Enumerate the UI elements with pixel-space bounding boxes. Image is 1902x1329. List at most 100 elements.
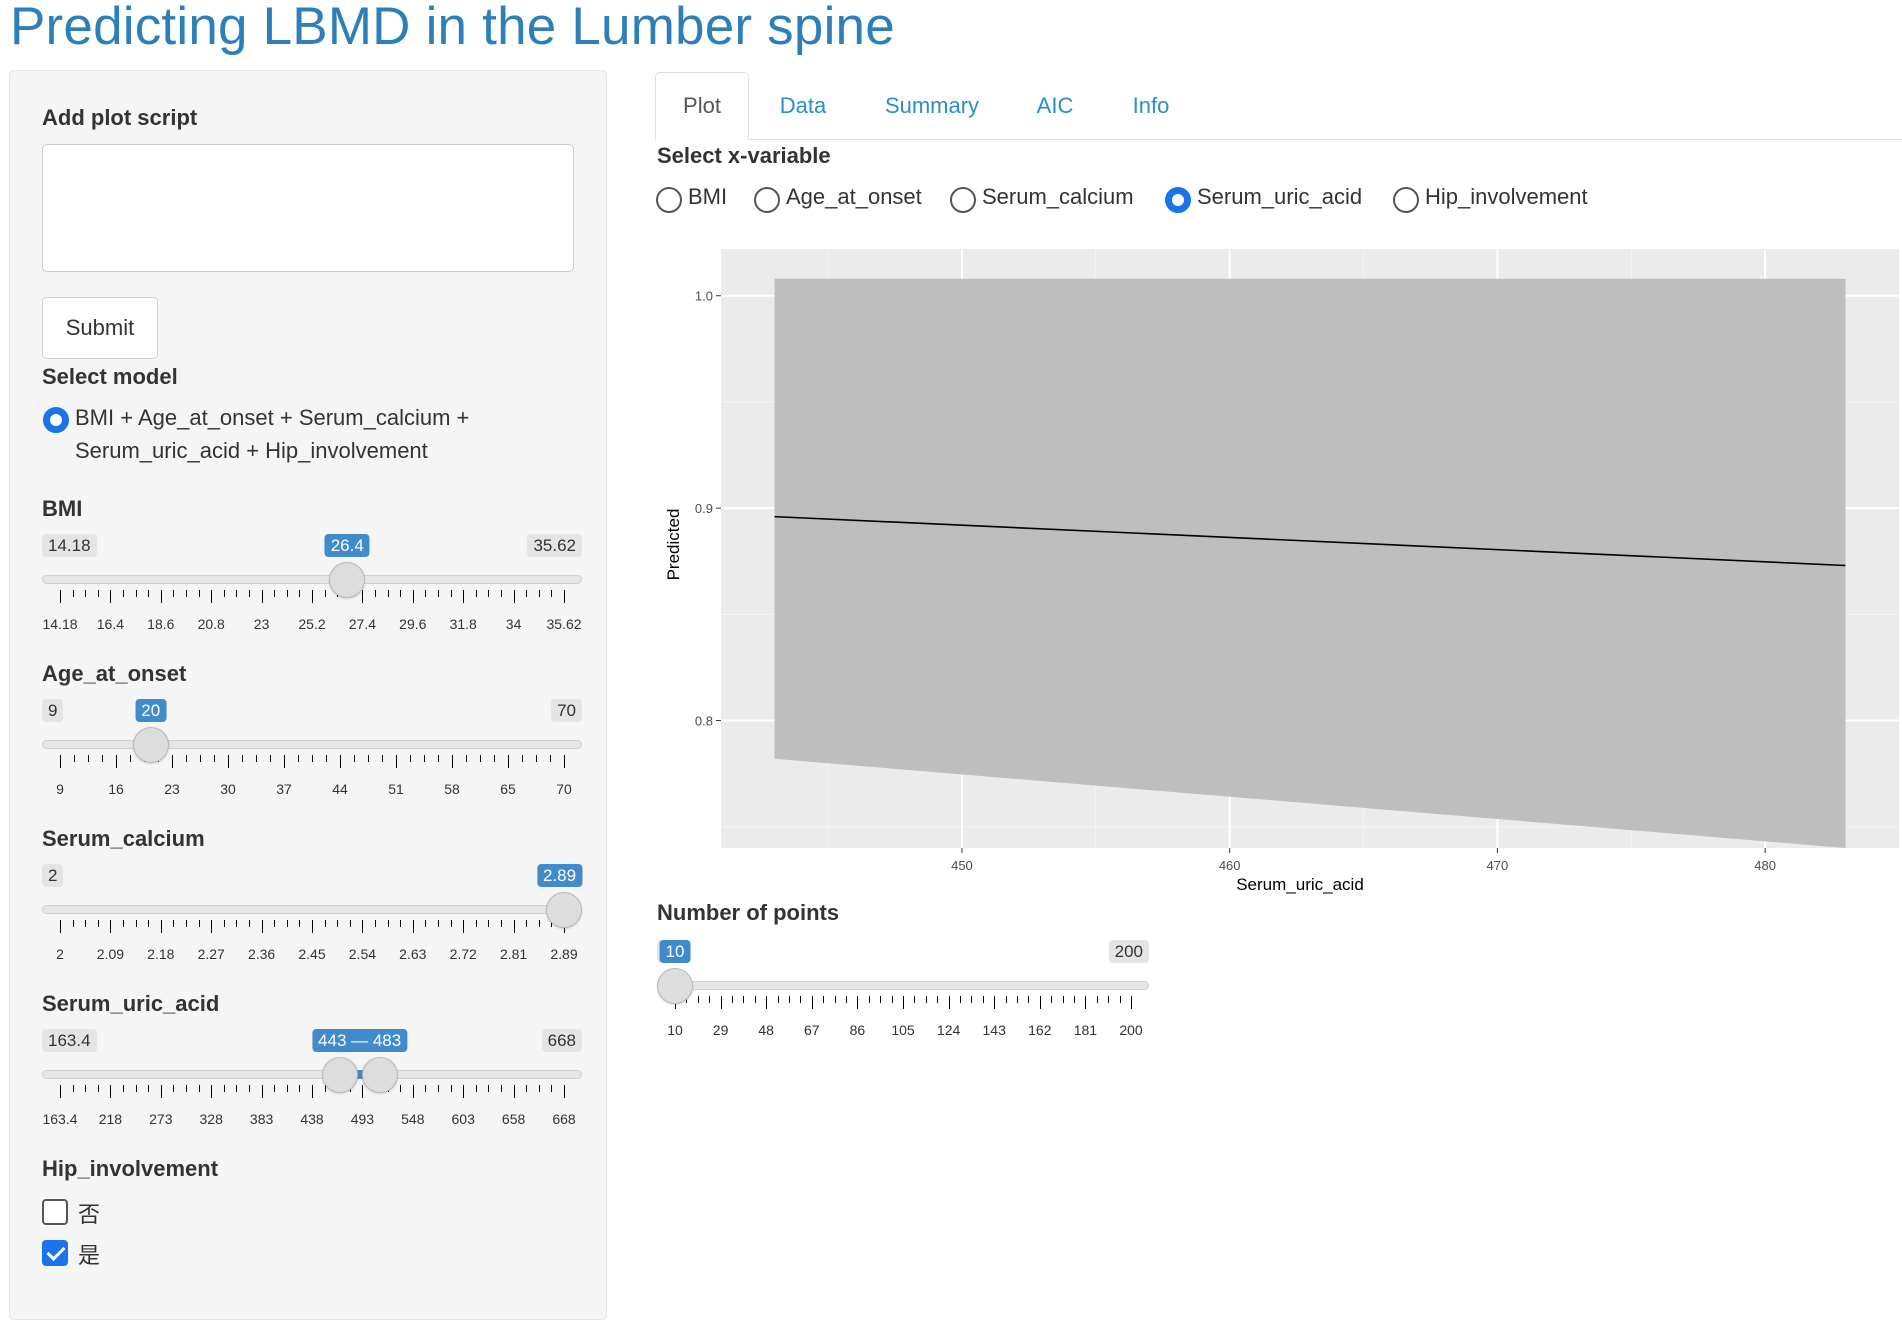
age-slider-tick-label: 9 (56, 781, 64, 797)
hip-option-yes-checkbox[interactable] (42, 1240, 68, 1266)
points-slider-tick-label: 29 (712, 1022, 729, 1038)
number-of-points-slider[interactable]: 10200101029486786105124143162181200 (657, 940, 1149, 1060)
points-slider-tick-label: 162 (1028, 1022, 1052, 1038)
hip-option-yes-label: 是 (78, 1243, 101, 1268)
xvar-radio-serum-calcium[interactable] (950, 187, 976, 213)
uric-acid-slider-minor-tick (286, 1085, 288, 1092)
y-tick-label: 1.0 (695, 289, 713, 304)
age-slider-tick-label: 37 (276, 781, 292, 797)
uric-acid-slider-tick-label: 273 (149, 1111, 173, 1127)
points-slider-minor-tick (937, 996, 939, 1003)
hip-option-no-checkbox[interactable] (42, 1199, 68, 1225)
age-slider-handle[interactable] (132, 727, 169, 763)
tab-aic[interactable]: AIC (1036, 93, 1074, 118)
age-slider-minor-tick (522, 755, 523, 762)
calcium-slider-minor-tick (538, 920, 540, 927)
calcium-slider-minor-tick (97, 920, 99, 927)
bmi-slider-minor-tick (173, 590, 175, 597)
serum-uric-acid-label: Serum_uric_acid (42, 991, 220, 1016)
xvar-radio-hip-involvement[interactable] (1393, 187, 1419, 213)
uric-acid-slider-minor-tick (223, 1085, 225, 1092)
points-slider-handle[interactable] (657, 968, 693, 1004)
bmi-slider[interactable]: 14.18 35.62 26.4 14.18 16.4 18.6 20.8 23 25.2 27.… (42, 534, 582, 654)
uric-acid-slider-minor-tick (551, 1085, 553, 1092)
age-slider-tick-label: 44 (332, 781, 348, 797)
age-slider-major-tick (60, 755, 61, 768)
calcium-slider-major-tick (463, 920, 465, 933)
select-model-label: Select model (42, 364, 178, 389)
age-slider-max-badge: 70 (551, 699, 582, 722)
bmi-slider-major-tick (110, 590, 112, 603)
uric-acid-slider-tick-label: 548 (401, 1111, 425, 1127)
xvar-radio-age-at-onset[interactable] (754, 187, 780, 213)
points-slider-minor-tick (732, 996, 733, 1003)
page-title: Predicting LBMD in the Lumber spine (10, 0, 895, 56)
bmi-slider-major-tick (463, 590, 465, 603)
submit-button[interactable]: Submit (42, 297, 158, 359)
uric-acid-slider-handle-low[interactable] (321, 1057, 358, 1093)
uric-acid-slider-handle-high[interactable] (361, 1057, 398, 1093)
serum-calcium-slider[interactable]: 2 2.89 2.89 2 2.09 2.18 2.27 2.36 2.45 2.54 2.63 2.… (42, 864, 583, 984)
points-slider-tick-label: 67 (804, 1022, 820, 1038)
model-radio[interactable] (43, 407, 69, 433)
age-slider-tick-label: 70 (556, 781, 572, 797)
calcium-slider-minor-tick (249, 920, 250, 927)
tab-info[interactable]: Info (1132, 93, 1170, 118)
age-slider-value-badge: 20 (135, 699, 167, 722)
points-slider-minor-tick (743, 996, 745, 1003)
points-slider-minor-tick (777, 996, 779, 1003)
uric-acid-slider-tick-label: 218 (98, 1111, 123, 1127)
calcium-slider-tick-label: 2.36 (247, 946, 276, 962)
calcium-slider-tick-label: 2 (56, 946, 64, 962)
age-slider-major-tick (172, 755, 173, 768)
calcium-slider-tick-label: 2.54 (348, 946, 377, 962)
age-slider-minor-tick (326, 755, 327, 762)
calcium-slider-minor-tick (148, 920, 150, 927)
points-slider-major-tick (857, 996, 859, 1009)
tab-data[interactable]: Data (779, 93, 827, 118)
age-slider-minor-tick (480, 755, 481, 762)
points-slider-minor-tick (880, 996, 882, 1003)
uric-acid-slider-minor-tick (123, 1085, 124, 1092)
xvar-option-bmi: BMI (688, 184, 728, 209)
uric-acid-slider-tick-label: 658 (501, 1111, 526, 1127)
calcium-slider-tick-label: 2.27 (197, 946, 225, 962)
points-slider-track (657, 981, 1149, 990)
uric-acid-slider-minor-tick (85, 1085, 87, 1092)
uric-acid-slider-minor-tick (425, 1085, 427, 1092)
calcium-slider-minor-tick (324, 920, 326, 927)
calcium-slider-minor-tick (72, 920, 74, 927)
uric-acid-slider-minor-tick (475, 1085, 477, 1092)
bmi-slider-major-tick (513, 590, 515, 603)
y-axis-title: Predicted (664, 509, 683, 581)
tab-summary[interactable]: Summary (884, 93, 980, 118)
age-slider-tick-label: 58 (444, 781, 460, 797)
x-tick-label: 480 (1754, 858, 1776, 873)
age-slider-major-tick (396, 755, 397, 768)
plot-script-textarea[interactable] (42, 144, 574, 272)
calcium-slider-minor-tick (438, 920, 439, 927)
calcium-slider-handle[interactable] (546, 892, 582, 928)
bmi-slider-minor-tick (400, 590, 402, 597)
age-slider-minor-tick (312, 755, 313, 762)
age-slider-minor-tick (88, 755, 89, 762)
xvar-radio-serum-uric-acid[interactable] (1165, 187, 1191, 213)
uric-acid-slider-major-tick (513, 1085, 515, 1098)
bmi-slider-minor-tick (286, 590, 288, 597)
bmi-slider-value-badge: 26.4 (324, 534, 370, 557)
bmi-slider-handle[interactable] (329, 562, 366, 598)
uric-acid-slider-minor-tick (274, 1085, 276, 1092)
points-slider-major-tick (1085, 996, 1087, 1009)
bmi-slider-minor-tick (551, 590, 553, 597)
age-slider-minor-tick (130, 755, 131, 762)
points-slider-major-tick (903, 996, 904, 1009)
tab-plot[interactable]: Plot (655, 72, 749, 140)
bmi-slider-minor-tick (236, 590, 238, 597)
serum-uric-acid-slider[interactable]: 163.4 668 443 — 483 163.4 218 273 328 383 438 493… (42, 1029, 582, 1149)
bmi-slider-tick-label: 34 (505, 616, 522, 632)
xvar-radio-bmi[interactable] (656, 187, 682, 213)
bmi-slider-tick-label: 20.8 (197, 616, 225, 632)
calcium-slider-major-tick (60, 920, 61, 933)
points-slider-minor-tick (789, 996, 790, 1003)
age-at-onset-slider[interactable]: 9 70 20 9 16 23 30 37 44 51 58 65 70 (42, 699, 582, 819)
